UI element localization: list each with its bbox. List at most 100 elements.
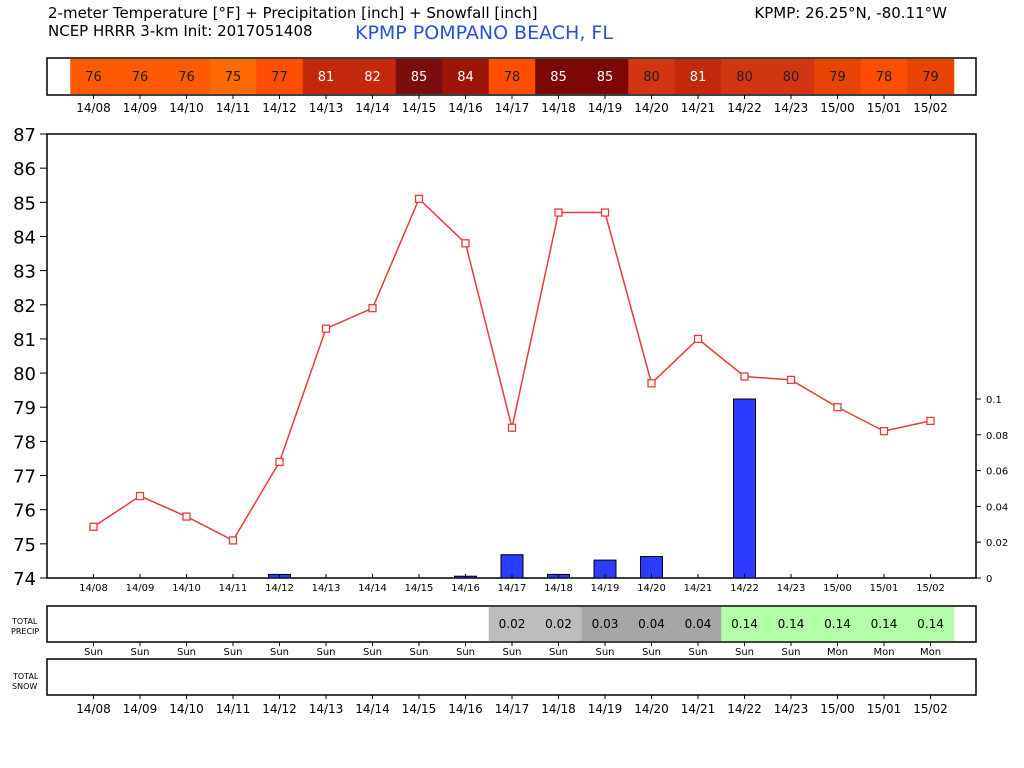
bottom-x-tick-label: 14/13 (309, 702, 344, 716)
main-plot-frame (46, 133, 977, 579)
y-tick-label: 74 (13, 569, 36, 590)
strip-cell-value: 78 (876, 70, 893, 85)
strip-cell-value: 80 (736, 70, 753, 85)
strip-cell (767, 59, 815, 94)
day-name-label: Sun (84, 647, 103, 658)
temperature-point (182, 512, 191, 521)
y-tick-label: 81 (13, 330, 36, 351)
y2-tick-label: 0.1 (986, 395, 1002, 406)
strip-cell (349, 59, 397, 94)
strip-cell (488, 59, 536, 94)
temperature-point (275, 457, 284, 467)
strip-x-tick-label: 14/19 (588, 101, 623, 115)
temperature-point (879, 426, 889, 436)
strip-x-tick-label: 14/20 (634, 101, 669, 115)
strip-x-tick-label: 15/02 (913, 101, 948, 115)
strip-x-tick-label: 14/23 (774, 101, 809, 115)
total-precip-value: 0.14 (871, 617, 898, 631)
x-tick-label: 14/19 (591, 583, 620, 594)
temperature-point (786, 375, 796, 385)
total-precip-cell (860, 607, 908, 641)
day-name-label: Sun (595, 647, 614, 658)
bottom-x-tick-label: 15/00 (820, 702, 855, 716)
x-tick-label: 14/08 (79, 583, 108, 594)
temperature-point (461, 239, 470, 248)
strip-x-tick-label: 14/10 (169, 101, 204, 115)
day-name-label: Sun (642, 647, 661, 658)
strip-x-axis-labels: 14/08 14/09 14/10 14/11 14/12 14/13 14/14 14/15… (76, 95, 948, 115)
y2-tick-label: 0.02 (986, 538, 1008, 549)
strip-cell (535, 59, 583, 94)
bottom-x-tick-label: 14/16 (448, 702, 483, 716)
y2-tick-label: 0.06 (986, 467, 1008, 478)
strip-cell (860, 59, 908, 94)
strip-cell-value: 77 (271, 70, 288, 85)
temperature-point (647, 379, 656, 388)
day-name-label: Sun (735, 647, 754, 658)
total-precip-value: 0.14 (917, 617, 944, 631)
x-tick-label: 14/13 (312, 583, 341, 594)
x-tick-label: 14/09 (126, 583, 155, 594)
strip-x-tick-label: 15/00 (820, 101, 855, 115)
total-snow-frame (46, 658, 977, 696)
total-precip-value: 0.02 (499, 617, 526, 631)
bottom-x-tick-label: 14/12 (262, 702, 297, 716)
day-name-labels: Sun Sun Sun Sun Sun Sun Sun Sun Sun Sun Sun Sun Sun S… (84, 642, 941, 658)
temperature-point (693, 334, 703, 344)
y-tick-label: 84 (13, 227, 36, 248)
temperature-point (833, 403, 842, 412)
y-tick-label: 86 (13, 159, 36, 180)
day-name-label: Sun (270, 647, 289, 658)
station-name: KPMP POMPANO BEACH, FL (355, 22, 613, 44)
strip-cell (395, 59, 443, 94)
day-name-label: Sun (549, 647, 568, 658)
day-name-label: Sun (456, 647, 475, 658)
strip-cell-value: 76 (132, 70, 149, 85)
total-precip-value: 0.02 (545, 617, 572, 631)
temperature-point (554, 208, 563, 217)
day-name-label: Sun (409, 647, 428, 658)
strip-cell-value: 85 (597, 70, 614, 85)
strip-cell (302, 59, 350, 94)
x-tick-label: 14/18 (544, 583, 573, 594)
precip-label-line1: TOTAL (11, 617, 38, 626)
total-precip-panel: 0.02 0.02 0.03 0.04 0.04 0.14 0.14 0.14 0.14 0.14 (488, 607, 955, 641)
x-tick-label: 15/00 (823, 583, 852, 594)
strip-cell (209, 59, 257, 94)
x-tick-label: 14/11 (219, 583, 248, 594)
total-precip-value: 0.03 (592, 617, 619, 631)
strip-x-tick-label: 14/22 (727, 101, 762, 115)
strip-cell (163, 59, 211, 94)
day-name-label: Sun (363, 647, 382, 658)
strip-cell-value: 76 (85, 70, 102, 85)
bottom-x-tick-label: 15/02 (913, 702, 948, 716)
total-precip-cell (581, 607, 629, 641)
x-tick-label: 14/12 (265, 583, 294, 594)
bottom-x-tick-label: 14/08 (76, 702, 111, 716)
strip-cell-value: 85 (550, 70, 567, 85)
bottom-x-tick-label: 14/23 (774, 702, 809, 716)
temperature-point (368, 304, 377, 313)
x-tick-label: 14/21 (684, 583, 713, 594)
x-tick-label: 14/15 (405, 583, 434, 594)
snow-label-line2: SNOW (12, 682, 37, 691)
temperature-point (89, 522, 98, 531)
strip-x-tick-label: 14/09 (123, 101, 158, 115)
temperature-point (926, 416, 935, 426)
total-precip-cell (628, 607, 676, 641)
temperature-y-axis: 74 75 76 77 78 79 80 81 82 83 84 85 86 87 (13, 125, 47, 590)
strip-cell-value: 82 (364, 70, 381, 85)
precip-y-axis: 0 0.02 0.04 0.06 0.08 0.1 (976, 395, 1008, 585)
strip-cell (581, 59, 629, 94)
strip-x-tick-label: 14/15 (402, 101, 437, 115)
x-tick-label: 14/16 (451, 583, 480, 594)
strip-cell-value: 81 (318, 70, 335, 85)
bottom-x-tick-label: 14/11 (216, 702, 251, 716)
strip-cell (256, 59, 304, 94)
strip-x-tick-label: 14/13 (309, 101, 344, 115)
strip-cell (721, 59, 769, 94)
strip-cell (907, 59, 955, 94)
y-tick-label: 87 (13, 125, 36, 146)
bottom-x-tick-label: 14/10 (169, 702, 204, 716)
day-name-label: Sun (223, 647, 242, 658)
